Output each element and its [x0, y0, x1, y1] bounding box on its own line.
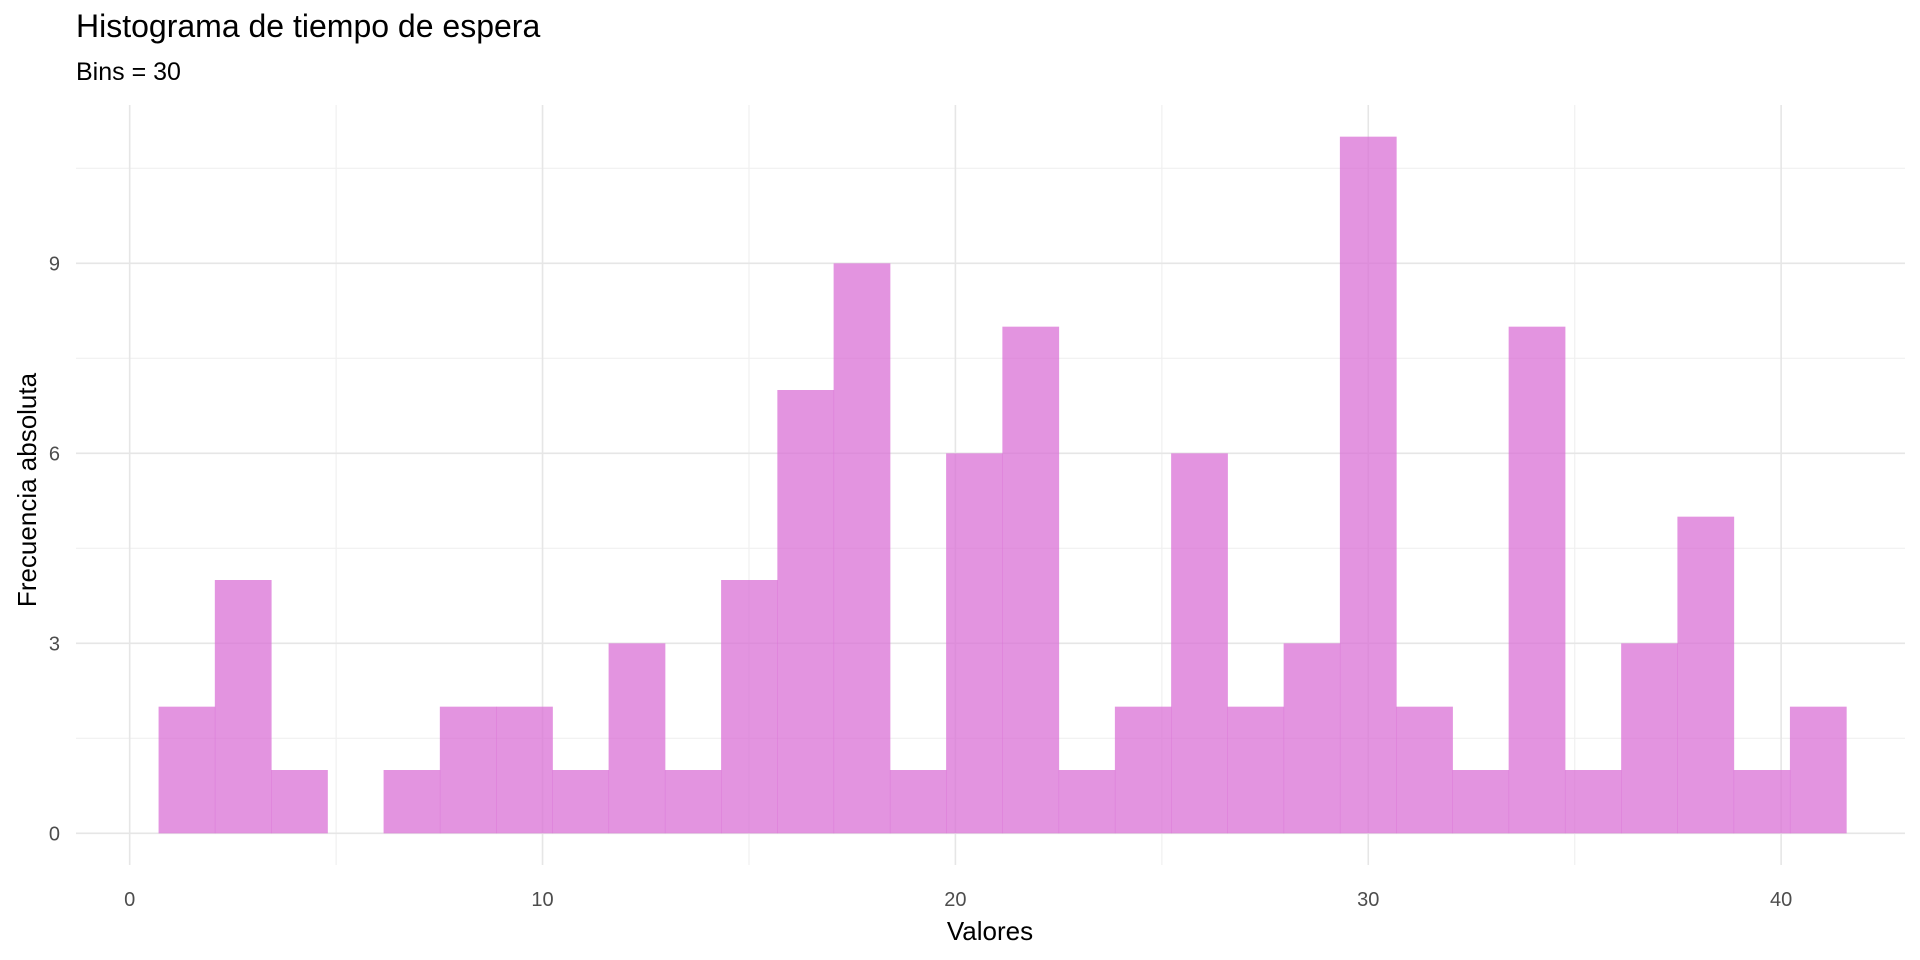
histogram-bar [271, 770, 328, 834]
x-tick-label: 0 [124, 889, 135, 911]
chart-title: Histograma de tiempo de espera [76, 8, 541, 44]
y-tick-label: 0 [49, 823, 60, 845]
histogram-bar [1171, 453, 1228, 834]
x-axis-ticks: 0 10 20 30 40 [124, 889, 1792, 911]
histogram-bar [158, 706, 216, 834]
y-tick-label: 3 [49, 633, 60, 655]
histogram-bar [608, 643, 666, 834]
x-tick-label: 20 [944, 889, 966, 911]
x-tick-label: 10 [531, 889, 553, 911]
histogram-bar [214, 580, 272, 834]
y-tick-label: 6 [49, 443, 60, 465]
histogram-bar [721, 580, 778, 834]
histogram-bar [1114, 706, 1172, 834]
histogram-bar [552, 770, 610, 834]
histogram-bar [1621, 643, 1678, 834]
histogram-bar [1339, 136, 1397, 834]
y-tick-label: 9 [49, 253, 60, 275]
histogram-bar [439, 706, 497, 834]
x-axis-title: Valores [947, 916, 1033, 946]
histogram-bar [496, 706, 553, 834]
histogram-bar [664, 770, 722, 834]
histogram-bar [383, 770, 441, 834]
histogram-bar [1002, 326, 1060, 834]
histogram-bar [946, 453, 1003, 834]
x-tick-label: 40 [1770, 889, 1792, 911]
histogram-bar [1564, 770, 1622, 834]
y-axis-ticks: 0 3 6 9 [49, 253, 60, 845]
histogram-bar [1058, 770, 1116, 834]
histogram-bar [1396, 706, 1453, 834]
y-axis-title: Frecuencia absoluta [12, 372, 42, 607]
histogram-bar [833, 263, 891, 834]
histogram-bar [1508, 326, 1566, 834]
histogram-bar [1283, 643, 1341, 834]
histogram-bar [1733, 770, 1791, 834]
histogram-bars [158, 136, 1847, 834]
x-tick-label: 30 [1357, 889, 1379, 911]
histogram-bar [1789, 706, 1847, 834]
histogram-bar [1227, 706, 1285, 834]
histogram-bar [889, 770, 947, 834]
histogram-bar [1452, 770, 1510, 834]
histogram-bar [1677, 516, 1735, 834]
chart-subtitle: Bins = 30 [76, 58, 181, 86]
grid-minor [76, 105, 1905, 865]
histogram-bar [777, 390, 835, 834]
